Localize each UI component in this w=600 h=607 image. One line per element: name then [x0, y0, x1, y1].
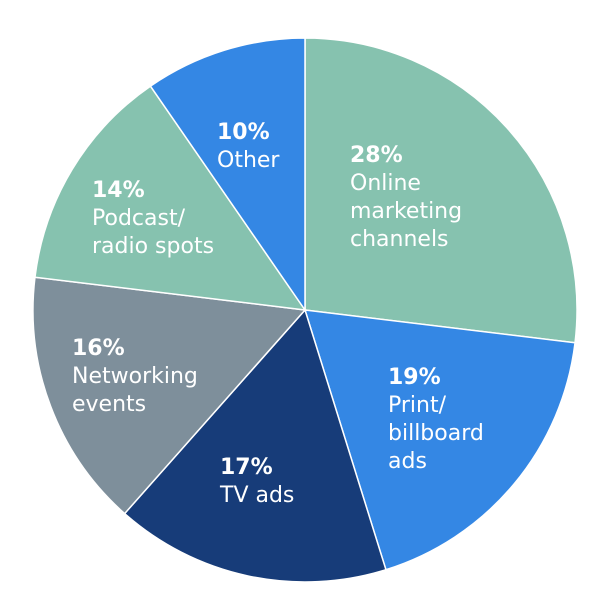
slice-percent-label: 16% [72, 336, 125, 361]
slice-category-label: Other [217, 148, 280, 173]
slice-percent-label: 10% [217, 120, 270, 145]
slice-label-4: 14% Podcast/radio spots [92, 178, 214, 259]
slice-category-label: Podcast/ [92, 206, 186, 231]
slice-percent-label: 28% [350, 143, 403, 168]
pie-slices [32, 37, 578, 583]
slice-label-2: 17% TV ads [219, 455, 294, 508]
pie-slice-0 [304, 37, 578, 344]
slice-label-3: 16% Networking events [72, 336, 198, 417]
slice-label-1: 19% Print/billboard ads [388, 365, 484, 474]
slice-category-label: TV ads [219, 483, 294, 508]
slice-category-label: Networking [72, 364, 198, 389]
slice-category-label: events [72, 392, 146, 417]
slice-label-5: 10% Other [217, 120, 280, 173]
slice-category-label: billboard [388, 421, 484, 446]
pie-slice-2 [123, 308, 387, 583]
pie-slice-5 [149, 37, 306, 313]
pie-labels: 28% Online marketing channels 19% Print/billb… [72, 120, 484, 508]
pie-slice-1 [303, 309, 576, 571]
pie-slice-4 [34, 85, 307, 311]
slice-category-label: Print/ [388, 393, 447, 418]
slice-percent-label: 19% [388, 365, 441, 390]
slice-category-label: marketing [350, 199, 462, 224]
pie-slice-3 [32, 276, 307, 515]
slice-category-label: ads [388, 449, 427, 474]
slice-category-label: Online [350, 171, 421, 196]
slice-category-label: channels [350, 227, 449, 252]
slice-percent-label: 17% [220, 455, 273, 480]
slice-category-label: radio spots [92, 234, 214, 259]
slice-percent-label: 14% [92, 178, 145, 203]
slice-label-0: 28% Online marketing channels [350, 143, 462, 252]
